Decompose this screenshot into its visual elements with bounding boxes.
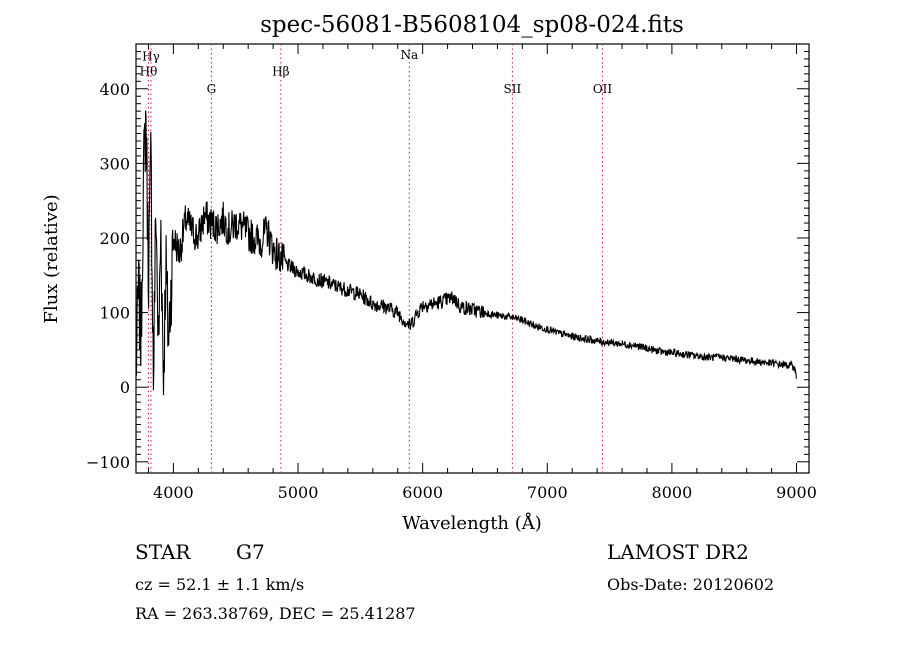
- spectrum-series-line: [135, 110, 798, 396]
- spectral-line-label: OII: [593, 82, 613, 96]
- y-axis: −100 0 100 200 300 400: [86, 50, 809, 472]
- y-tick-label: −100: [86, 453, 130, 472]
- y-tick-label: 300: [99, 154, 130, 173]
- coordinates: RA = 263.38769, DEC = 25.41287: [135, 604, 416, 623]
- survey-name: LAMOST DR2: [607, 540, 749, 564]
- x-tick-label: 9000: [776, 483, 817, 502]
- x-axis: 4000 5000 6000 7000 8000 9000: [147, 44, 817, 502]
- x-tick-label: 5000: [278, 483, 319, 502]
- x-tick-label: 7000: [527, 483, 568, 502]
- spectral-line-label: Na: [400, 48, 418, 62]
- spectral-line-label: Hθ: [140, 64, 158, 78]
- x-tick-label: 8000: [652, 483, 693, 502]
- spectral-line-label: Hγ: [142, 49, 160, 63]
- y-tick-label: 0: [120, 378, 130, 397]
- spectral-line-label: Hβ: [272, 64, 289, 78]
- x-axis-label: Wavelength (Å): [402, 512, 542, 534]
- y-tick-label: 400: [99, 80, 130, 99]
- x-tick-label: 4000: [153, 483, 194, 502]
- object-subclass: G7: [236, 540, 265, 564]
- x-tick-label: 6000: [402, 483, 443, 502]
- spectral-line-label: SII: [504, 82, 522, 96]
- object-class: STAR: [135, 540, 191, 564]
- y-tick-label: 100: [99, 304, 130, 323]
- y-axis-label: Flux (relative): [41, 194, 62, 323]
- observation-date: Obs-Date: 20120602: [607, 575, 775, 594]
- spectral-line-label: G: [207, 82, 217, 96]
- plot-frame: [135, 43, 810, 474]
- chart-title: spec-56081-B5608104_sp08-024.fits: [260, 12, 684, 38]
- y-tick-label: 200: [99, 229, 130, 248]
- redshift-velocity: cz = 52.1 ± 1.1 km/s: [135, 575, 305, 594]
